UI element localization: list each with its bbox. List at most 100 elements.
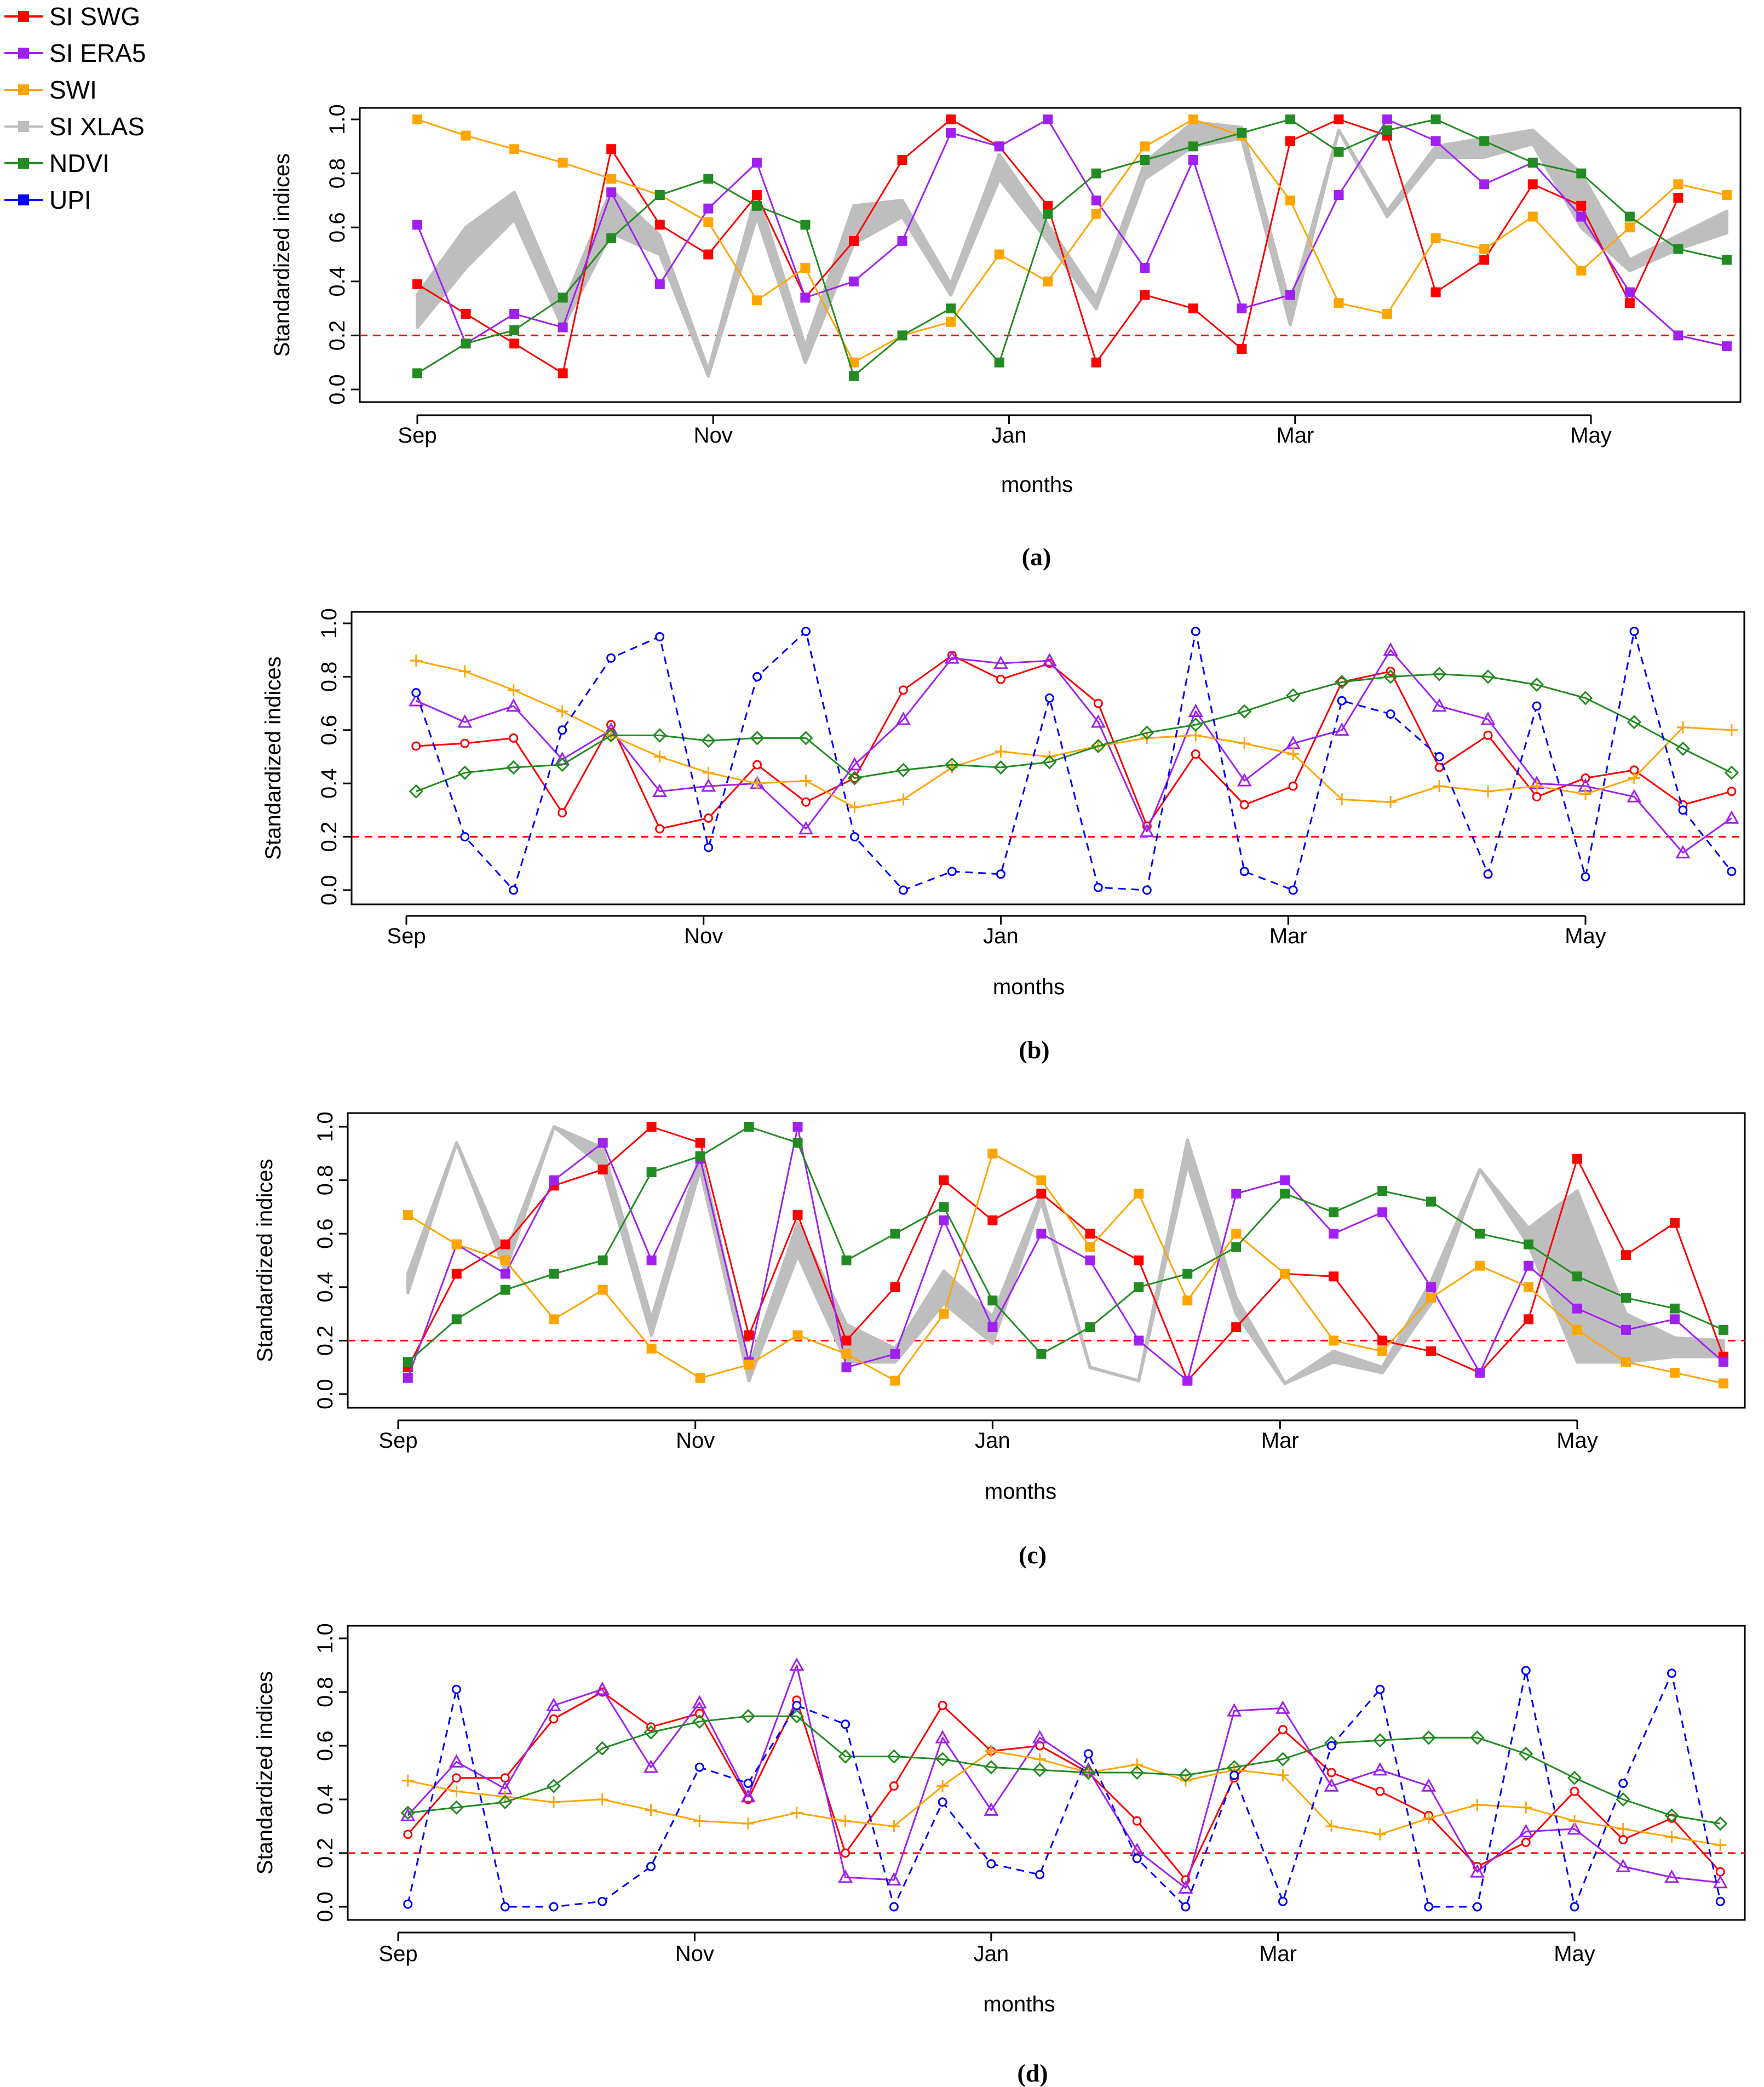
point-si-swg xyxy=(558,368,568,379)
point-si-swg xyxy=(1570,1786,1579,1796)
series-line-ndvi xyxy=(407,1126,1724,1363)
point-si-swg xyxy=(1036,1189,1047,1199)
point-si-era5 xyxy=(1237,773,1252,787)
point-ndvi xyxy=(1130,1765,1145,1780)
point-swi xyxy=(703,217,714,227)
point-si-era5 xyxy=(1624,287,1635,297)
point-upi xyxy=(597,1896,607,1906)
point-si-swg xyxy=(1091,357,1101,368)
point-ndvi xyxy=(1372,1733,1388,1748)
point-upi xyxy=(752,672,762,681)
point-swi xyxy=(1374,1828,1386,1841)
point-si-era5 xyxy=(412,220,422,230)
point-si-era5 xyxy=(1724,810,1739,824)
point-swi xyxy=(695,1373,705,1383)
point-swi xyxy=(1382,308,1393,319)
point-si-era5 xyxy=(1275,1700,1290,1714)
point-si-swg xyxy=(1524,1314,1534,1325)
point-si-era5 xyxy=(1042,653,1057,667)
panel-a: 0.0 0.2 0.4 0.6 0.8 1.0 Standardized indices Se… xyxy=(270,104,1742,571)
point-ndvi xyxy=(897,330,907,341)
point-ndvi xyxy=(695,1151,705,1161)
point-swi xyxy=(597,1285,608,1295)
y-tick-label: 0.8 xyxy=(313,1165,337,1196)
point-si-era5 xyxy=(944,650,959,664)
caption-c: (c) xyxy=(1019,1541,1047,1569)
y-tick-label: 0.4 xyxy=(313,1784,337,1815)
point-ndvi xyxy=(409,784,423,799)
point-si-era5 xyxy=(1085,1255,1095,1265)
point-swi xyxy=(548,1796,560,1808)
series-line-si-swg xyxy=(407,1691,1721,1881)
point-swi xyxy=(1134,1189,1144,1199)
caption-b: (b) xyxy=(1019,1036,1049,1064)
point-ndvi xyxy=(1567,1770,1582,1785)
point-si-era5 xyxy=(1285,290,1295,300)
point-si-swg xyxy=(1430,287,1441,297)
point-si-swg xyxy=(939,1175,949,1185)
point-upi xyxy=(694,1762,704,1772)
point-ndvi xyxy=(1527,157,1538,168)
point-upi xyxy=(1093,882,1103,892)
point-upi xyxy=(411,688,421,698)
point-ndvi xyxy=(1178,1768,1193,1783)
point-si-era5 xyxy=(595,1682,610,1695)
point-si-era5 xyxy=(1576,211,1587,222)
x-tick-label-mar: Mar xyxy=(1276,423,1314,448)
point-ndvi xyxy=(555,757,570,772)
point-swi xyxy=(461,130,471,141)
point-ndvi xyxy=(939,1202,949,1212)
panels: 0.0 0.2 0.4 0.6 0.8 1.0 Standardized indices Se… xyxy=(253,104,1746,2087)
point-si-era5 xyxy=(1432,698,1447,712)
point-swi xyxy=(1718,1378,1728,1389)
point-ndvi xyxy=(1036,1349,1047,1359)
point-si-swg xyxy=(987,1215,998,1225)
point-si-swg xyxy=(1572,1154,1582,1164)
legend-label-si-xlas: SI XLAS xyxy=(49,112,145,141)
point-ndvi xyxy=(994,357,1004,368)
point-si-era5 xyxy=(1140,263,1150,273)
point-si-era5 xyxy=(897,236,907,246)
point-swi xyxy=(458,665,471,678)
legend-marker-si-swg xyxy=(18,11,29,22)
point-si-era5 xyxy=(692,1695,707,1708)
point-swi xyxy=(790,1807,803,1819)
series-line-swi xyxy=(407,1750,1721,1846)
point-si-swg xyxy=(1624,298,1635,308)
point-si-swg xyxy=(1278,1725,1288,1735)
point-si-swg xyxy=(1581,773,1590,783)
point-swi xyxy=(1036,1175,1047,1185)
legend-label-si-swg: SI SWG xyxy=(49,2,140,31)
point-upi xyxy=(1191,627,1200,637)
point-si-era5 xyxy=(1237,303,1247,314)
point-si-era5 xyxy=(946,128,956,138)
point-swi xyxy=(693,1815,706,1827)
point-swi xyxy=(1131,1758,1144,1771)
series-line-swi xyxy=(416,660,1732,809)
point-upi xyxy=(801,627,811,637)
point-si-era5 xyxy=(841,1362,852,1373)
point-upi xyxy=(841,1719,851,1729)
point-swi xyxy=(995,745,1007,758)
point-ndvi xyxy=(740,1708,756,1724)
point-upi xyxy=(1278,1896,1288,1906)
point-ndvi xyxy=(847,771,862,786)
y-tick-label: 0.8 xyxy=(325,158,349,189)
legend-marker-ndvi xyxy=(18,158,29,169)
point-ndvi xyxy=(1091,168,1101,179)
point-swi xyxy=(1325,1820,1338,1832)
y-tick-label: 0.8 xyxy=(317,662,341,692)
y-axis-title: Standardized indices xyxy=(253,1671,277,1874)
point-si-swg xyxy=(1727,787,1737,796)
series-line-si-era5 xyxy=(407,1126,1724,1382)
point-si-era5 xyxy=(1572,1303,1582,1314)
point-ndvi xyxy=(1673,244,1683,254)
point-si-swg xyxy=(411,741,421,751)
point-si-era5 xyxy=(703,203,714,214)
point-si-era5 xyxy=(654,279,665,289)
point-si-swg xyxy=(1140,290,1150,300)
point-si-era5 xyxy=(935,1730,950,1744)
point-swi xyxy=(1422,1812,1435,1825)
point-si-era5 xyxy=(1621,1325,1631,1335)
point-upi xyxy=(1288,885,1298,895)
